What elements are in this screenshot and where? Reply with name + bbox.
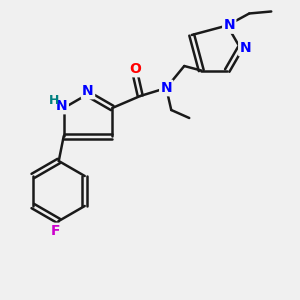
Text: N: N xyxy=(239,41,251,55)
Text: N: N xyxy=(160,81,172,95)
Text: H: H xyxy=(49,94,59,106)
Text: F: F xyxy=(51,224,61,238)
Text: N: N xyxy=(224,19,235,32)
Text: N: N xyxy=(56,99,68,113)
Text: N: N xyxy=(82,84,94,98)
Text: O: O xyxy=(129,62,141,76)
